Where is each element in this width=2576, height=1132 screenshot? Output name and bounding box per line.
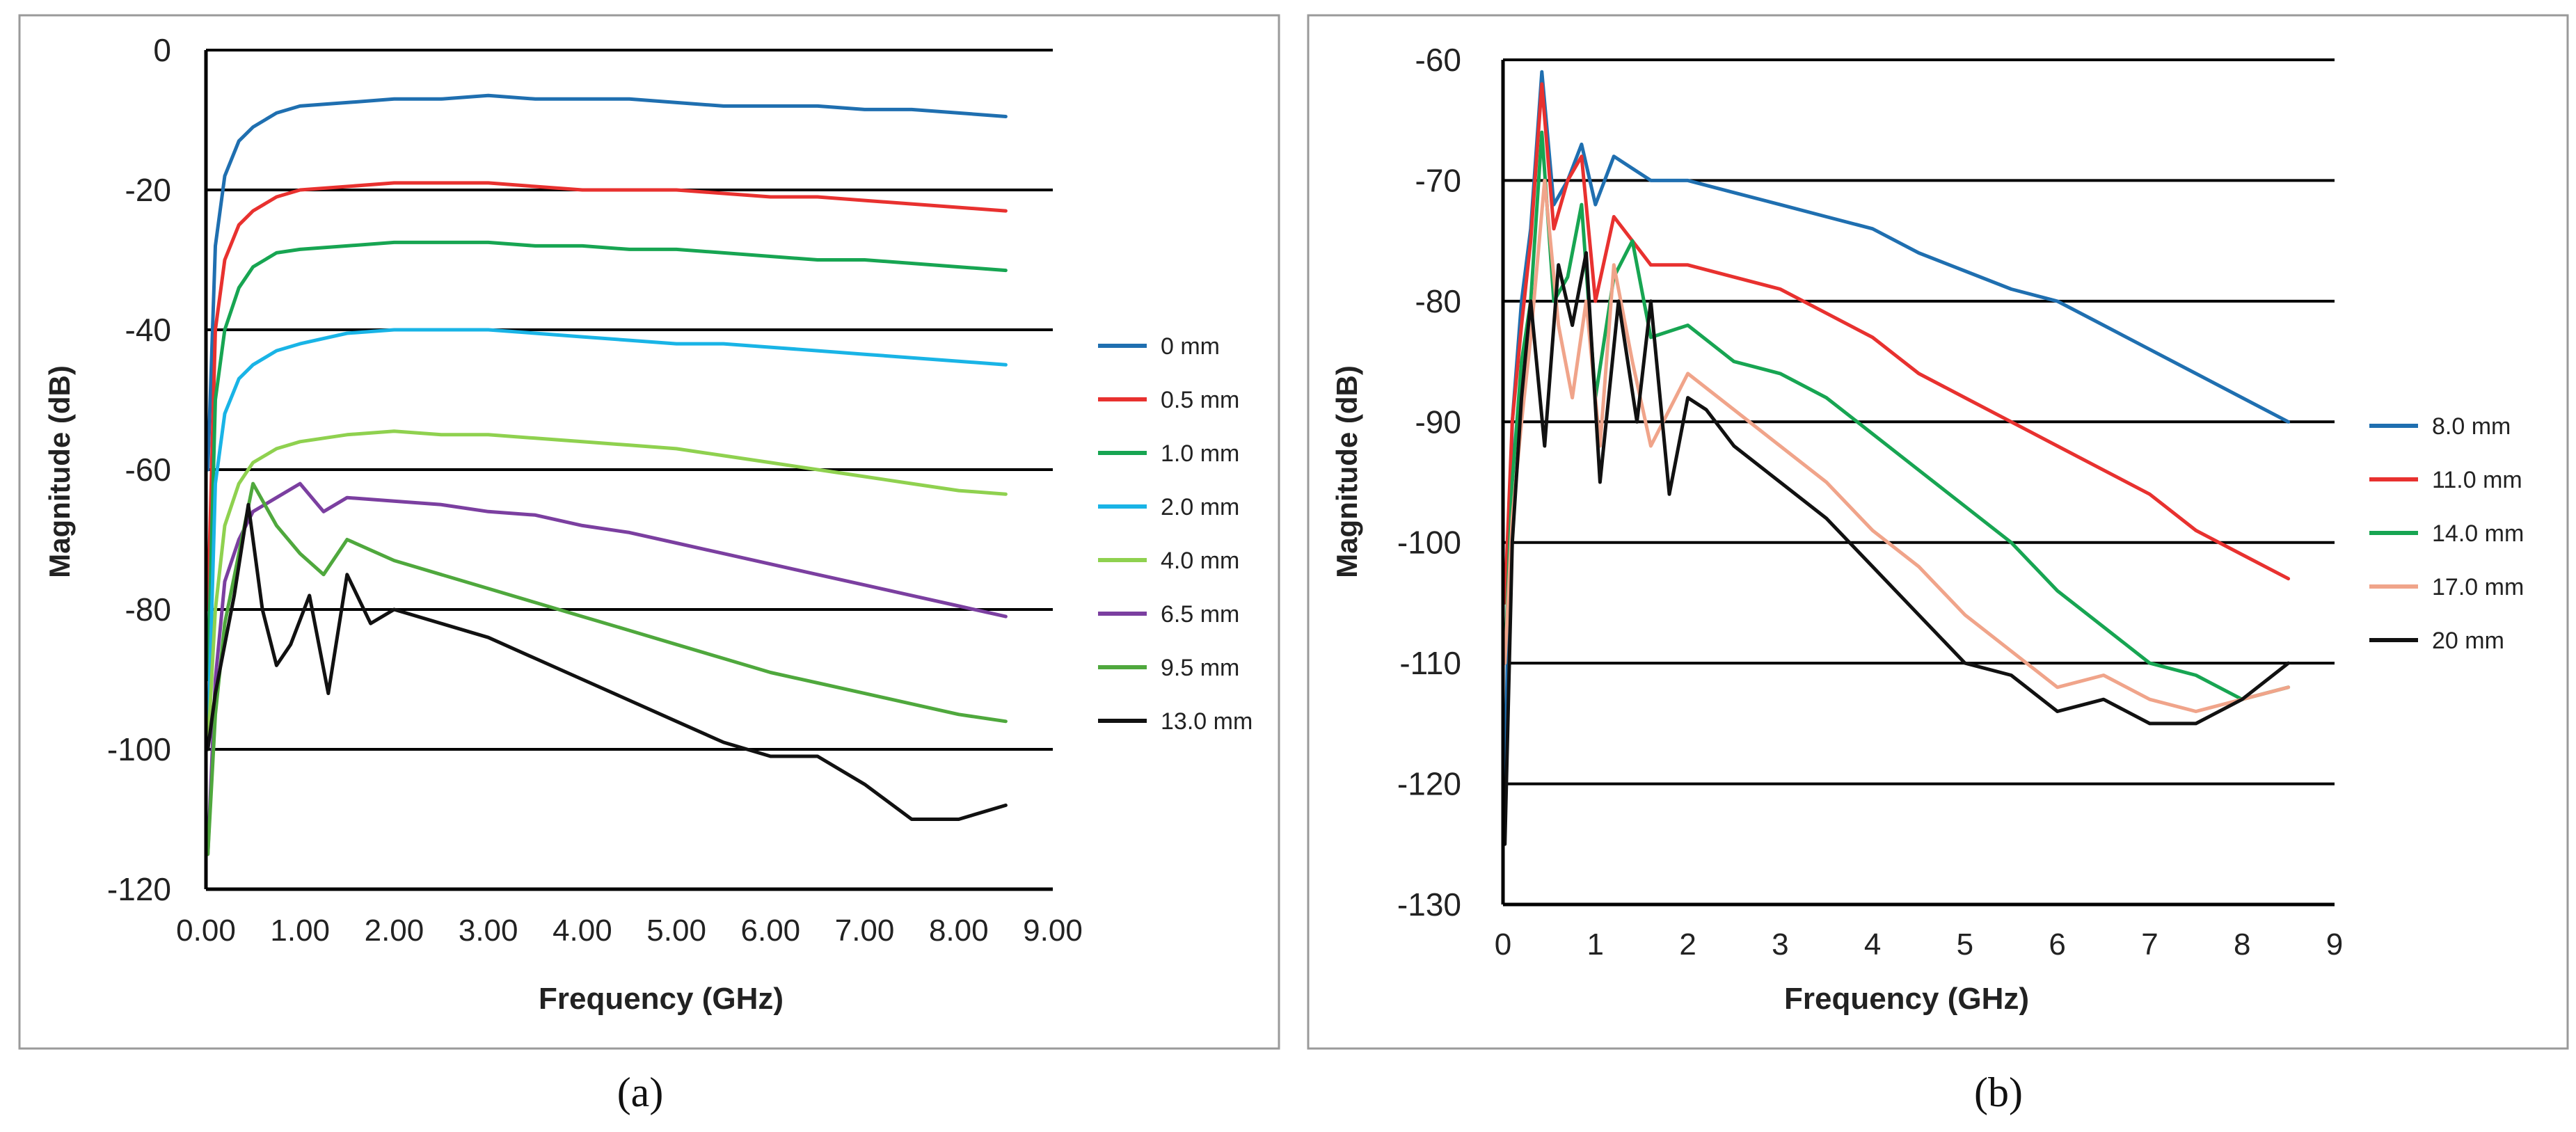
panel-a-x-tick-label: 5.00 xyxy=(646,914,706,948)
panel-b-series-17-0-mm xyxy=(1503,178,2291,713)
panel-b-y-tick-label: -60 xyxy=(1415,42,1461,78)
panel-b-x-tick-label: 4 xyxy=(1864,927,1881,962)
panel-a-y-tick-label: -100 xyxy=(107,731,171,767)
panel-b-legend-label: 8.0 mm xyxy=(2432,413,2511,440)
panel-b-y-tick-label: -120 xyxy=(1397,766,1461,802)
panel-b-y-tick-label: -90 xyxy=(1415,404,1461,440)
panel-a-x-axis-title: Frequency (GHz) xyxy=(539,982,784,1016)
panel-b-y-tick-label: -70 xyxy=(1415,162,1461,198)
panel-b-x-tick-label: 6 xyxy=(2049,927,2065,962)
panel-a-y-tick-label: -120 xyxy=(107,871,171,907)
panel-a-legend-label: 0 mm xyxy=(1161,333,1220,360)
panel-a-series-0-mm xyxy=(206,93,1008,472)
panel-a-y-tick-label: -20 xyxy=(125,172,171,208)
panel-b-x-tick-labels: 0 1 2 3 4 5 6 7 8 9 xyxy=(1495,927,2343,962)
panel-a-series xyxy=(206,93,1008,856)
panel-b-frame xyxy=(1307,14,2569,1050)
panel-b-x-tick-label: 1 xyxy=(1587,927,1604,962)
panel-b-legend: 8.0 mm 11.0 mm 14.0 mm 17.0 mm 20 mm xyxy=(2369,413,2524,654)
panel-a-y-tick-labels: 0 -20 -40 -60 -80 -100 -120 xyxy=(107,32,171,907)
panel-a-x-tick-label: 0.00 xyxy=(176,914,236,948)
panel-a-series-13-0-mm xyxy=(206,502,1008,821)
panel-a-x-tick-label: 8.00 xyxy=(929,914,989,948)
panel-b-x-tick-label: 0 xyxy=(1495,927,1511,962)
panel-b-x-tick-label: 7 xyxy=(2141,927,2158,962)
panel-a-y-tick-label: -40 xyxy=(125,312,171,348)
panel-a-x-tick-label: 9.00 xyxy=(1023,914,1083,948)
panel-a-x-tick-label: 6.00 xyxy=(741,914,801,948)
panel-b-x-tick-label: 3 xyxy=(1772,927,1788,962)
panel-a-x-tick-labels: 0.00 1.00 2.00 3.00 4.00 5.00 6.00 7.00 8.00 9.00 xyxy=(176,914,1083,948)
panel-b-x-axis-title: Frequency (GHz) xyxy=(1784,982,2029,1016)
panel-a-series-2-0-mm xyxy=(206,328,1008,751)
panel-a-legend: 0 mm 0.5 mm 1.0 mm 2.0 mm 4.0 mm 6.5 mm 9.5 mm… xyxy=(1098,333,1253,735)
panel-b-y-tick-labels: -60 -70 -80 -90 -100 -110 -120 -130 xyxy=(1397,42,1461,923)
panel-b-legend-label: 20 mm xyxy=(2432,628,2504,654)
panel-b-series xyxy=(1503,70,2291,846)
panel-a-legend-label: 2.0 mm xyxy=(1161,494,1239,520)
panel-a-legend-label: 6.5 mm xyxy=(1161,601,1239,628)
panel-a-series-1-0-mm xyxy=(206,240,1008,681)
panel-a-y-tick-label: -60 xyxy=(125,452,171,488)
panel-a-y-tick-label: 0 xyxy=(153,32,171,68)
panel-a-caption: (a) xyxy=(617,1069,664,1115)
panel-b-y-tick-label: -130 xyxy=(1397,886,1461,923)
panel-a-y-tick-label: -80 xyxy=(125,591,171,628)
panel-a-frame xyxy=(18,14,1280,1050)
panel-b-gridlines xyxy=(1503,58,2335,786)
panel-a-x-tick-label: 3.00 xyxy=(459,914,518,948)
panel-a-x-tick-label: 4.00 xyxy=(552,914,612,948)
panel-a-y-axis-title: Magnitude (dB) xyxy=(43,365,76,578)
panel-b-y-axis-title: Magnitude (dB) xyxy=(1330,365,1363,578)
panel-b-series-11-0-mm xyxy=(1503,82,2291,605)
panel-b-axes xyxy=(1501,60,2335,907)
panel-b-legend-label: 14.0 mm xyxy=(2432,520,2524,547)
panel-a-x-tick-label: 1.00 xyxy=(270,914,330,948)
panel-a-legend-label: 0.5 mm xyxy=(1161,387,1239,413)
panel-a-series-4-0-mm xyxy=(206,429,1008,751)
panel-a-x-tick-label: 7.00 xyxy=(835,914,895,948)
panel-a-legend-label: 13.0 mm xyxy=(1161,708,1253,735)
panel-a-x-tick-label: 2.00 xyxy=(365,914,424,948)
panel-b-y-tick-label: -100 xyxy=(1397,525,1461,561)
panel-a-legend-label: 1.0 mm xyxy=(1161,440,1239,467)
panel-b-x-tick-label: 9 xyxy=(2326,927,2343,962)
panel-b-legend-label: 11.0 mm xyxy=(2432,467,2522,493)
panel-b-x-tick-label: 8 xyxy=(2234,927,2250,962)
panel-a-series-6-5-mm xyxy=(206,481,1008,856)
panel-a-series-0-5-mm xyxy=(206,181,1008,612)
panel-b-legend-label: 17.0 mm xyxy=(2432,574,2524,600)
panel-b-x-tick-label: 5 xyxy=(1957,927,1973,962)
panel-b-caption: (b) xyxy=(1974,1069,2023,1115)
panel-b-y-tick-label: -110 xyxy=(1399,645,1461,681)
panel-a-legend-label: 9.5 mm xyxy=(1161,655,1239,681)
panel-b-x-tick-label: 2 xyxy=(1679,927,1696,962)
panel-b-series-20-mm xyxy=(1503,251,2291,846)
panel-b-series-14-0-mm xyxy=(1503,130,2291,701)
panel-a-chart: 0 -20 -40 -60 -80 -100 -120 0.00 1.00 2.00 3.00 4.… xyxy=(18,14,1280,1050)
panel-a-axes xyxy=(204,50,1053,891)
panel-b-y-tick-label: -80 xyxy=(1415,283,1461,319)
panel-a-legend-label: 4.0 mm xyxy=(1161,548,1239,574)
